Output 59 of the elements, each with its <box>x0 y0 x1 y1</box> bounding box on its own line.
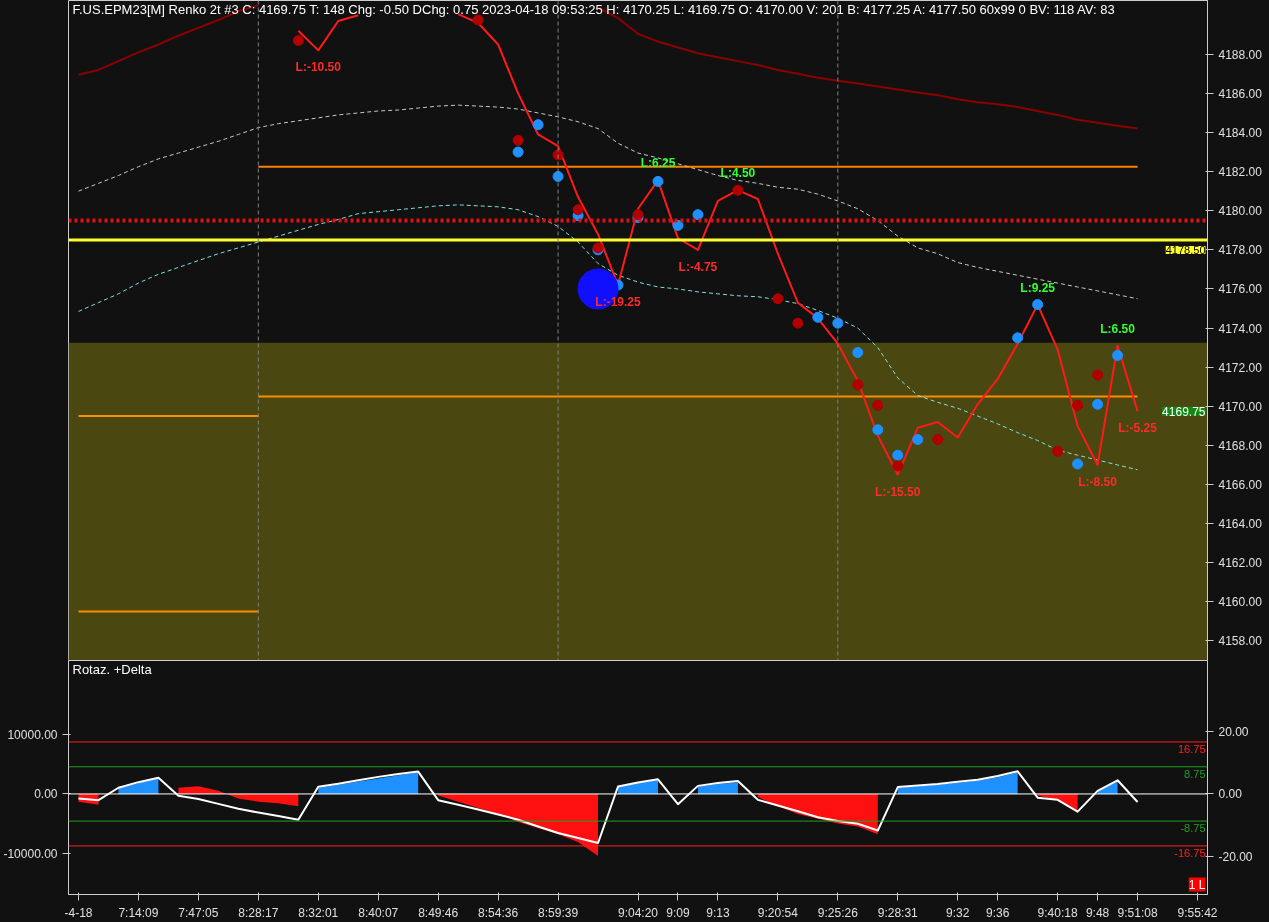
y2-tick-label: 20.00 <box>1218 725 1249 740</box>
y-tick-label: 4162.00 <box>1218 556 1263 571</box>
y-tick-label: 4160.00 <box>1218 595 1263 610</box>
x-tick-label: 8:54:36 <box>478 905 519 920</box>
annotation: L:-5.25 <box>1118 421 1158 436</box>
x-tick-label: 8:59:39 <box>538 905 579 920</box>
y-tick-label: 4180.00 <box>1218 204 1263 219</box>
x-tick-label: 8:40:07 <box>358 905 399 920</box>
y-tick-label: 4168.00 <box>1218 438 1263 453</box>
x-tick-label: 9:40:18 <box>1037 905 1078 920</box>
x-tick-label: 9:51:08 <box>1117 905 1158 920</box>
x-tick-label: 9:20:54 <box>757 905 799 920</box>
y-tick-label: 4182.00 <box>1218 165 1263 180</box>
y-tick-label: 4186.00 <box>1218 86 1263 101</box>
annotation: 4169.75 <box>1162 404 1206 419</box>
annotation: L:-8.50 <box>1078 474 1118 489</box>
ref-line-label: 4178.50 <box>1165 244 1206 257</box>
y-tick-label: 4174.00 <box>1218 321 1263 336</box>
x-tick-label: 8:32:01 <box>298 905 339 920</box>
x-tick-label: 9:09 <box>666 905 690 920</box>
annotation: 1 L <box>1188 877 1206 892</box>
x-tick-label: 9:25:26 <box>817 905 859 920</box>
x-tick-label: 7:14:09 <box>118 905 159 920</box>
x-tick-label: 9:04:20 <box>617 905 659 920</box>
y-tick-label: 4172.00 <box>1218 360 1263 375</box>
x-tick-label: -4-18 <box>64 905 93 920</box>
y-tick-label: 4184.00 <box>1218 126 1263 140</box>
y-tick-label: 4170.00 <box>1218 399 1263 414</box>
ref-line-label: -16.75 <box>1174 846 1206 859</box>
y-tick-label: -10000.00 <box>3 847 58 862</box>
y-tick-label: 4164.00 <box>1218 517 1263 532</box>
y-tick-label: 10000.00 <box>7 727 58 742</box>
y-tick-label: 4188.00 <box>1218 47 1263 62</box>
y-tick-label: 4178.00 <box>1218 243 1263 258</box>
ref-line-label: 8.75 <box>1184 767 1206 780</box>
annotation: L:-4.75 <box>678 259 718 274</box>
x-tick-label: 9:48 <box>1085 905 1110 920</box>
annotation: L:-15.50 <box>875 484 921 499</box>
annotation: L:9.25 <box>1020 280 1056 295</box>
x-tick-label: 9:55:42 <box>1177 905 1218 920</box>
x-tick-label: 9:13 <box>706 905 730 920</box>
annotation: L:6.50 <box>1100 321 1136 336</box>
annotation: L:4.50 <box>720 166 756 181</box>
x-tick-label: 7:47:05 <box>178 905 219 920</box>
x-tick-label: 9:36 <box>986 905 1010 920</box>
ref-line-label: -8.75 <box>1180 822 1206 835</box>
chart-title: Rotaz. +Delta <box>72 661 153 677</box>
x-tick-label: 8:49:46 <box>418 905 459 920</box>
y-tick-label: 0.00 <box>34 787 58 802</box>
x-tick-label: 9:32 <box>946 905 970 920</box>
x-tick-label: 9:28:31 <box>877 905 919 920</box>
chart-title: F.US.EPM23[M] Renko 2t #3 C: 4169.75 T: 148 Chg: -0.50 DChg: 0.75 2023-04-18 09:53:25 H: 4170.25 L: 4169.75 O: 4170.00 V: 201 B: 4177.25 A: 4177.50 60x99 0 BV: 118 AV: 83 <box>72 1 1115 17</box>
y-tick-label: 4158.00 <box>1218 634 1263 649</box>
x-tick-label: 8:28:17 <box>238 905 279 920</box>
y-tick-label: 4176.00 <box>1218 282 1263 297</box>
y-tick-label: 4166.00 <box>1218 478 1263 492</box>
y2-tick-label: -20.00 <box>1218 849 1253 864</box>
ref-line-label: 16.75 <box>1177 742 1206 755</box>
annotation: L:-10.50 <box>295 60 342 75</box>
